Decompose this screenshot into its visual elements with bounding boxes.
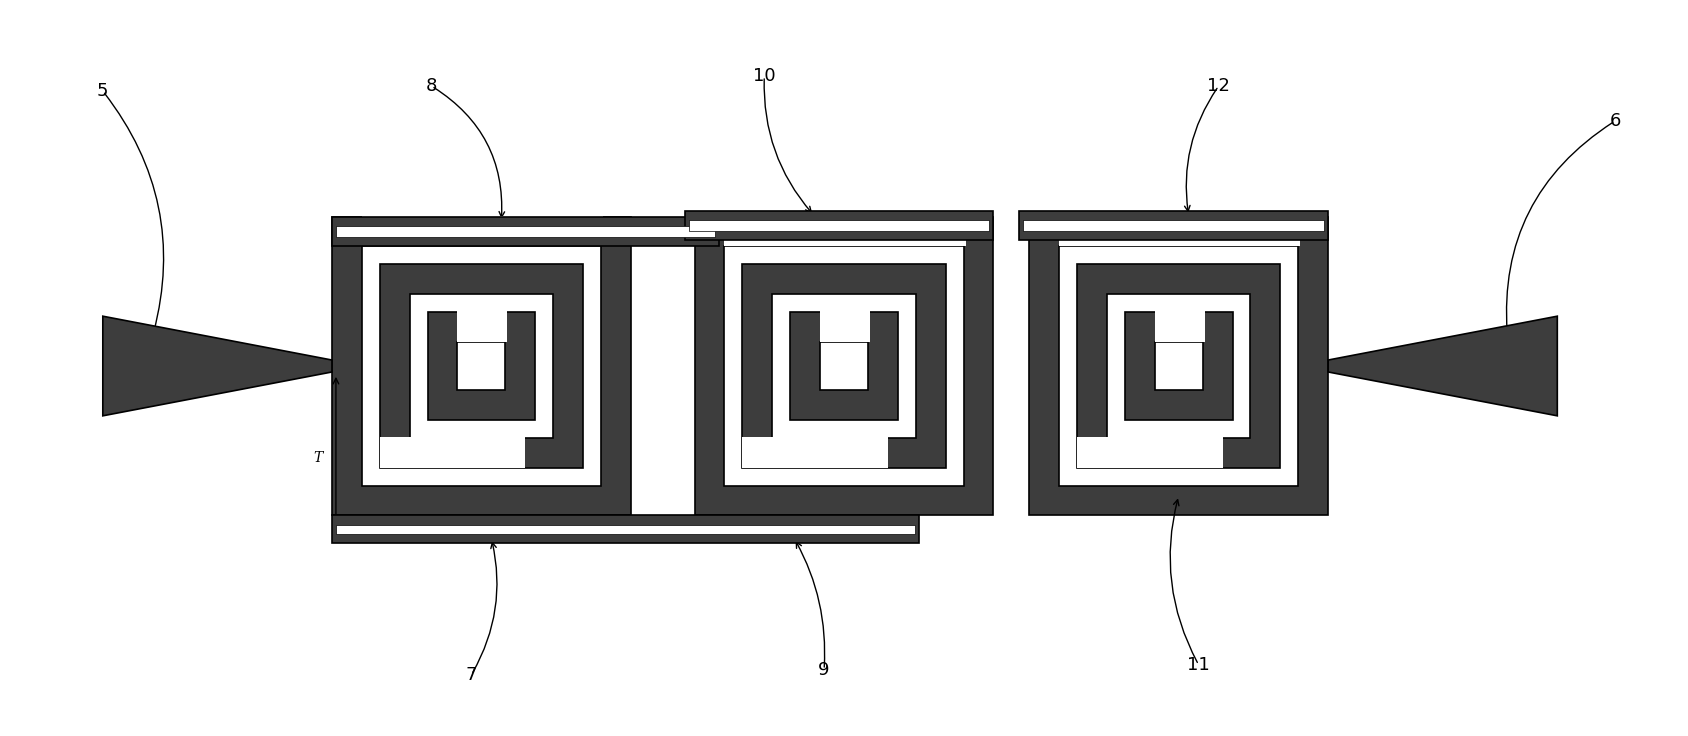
Bar bbox=[820, 311, 869, 342]
Bar bbox=[743, 264, 945, 467]
Bar bbox=[685, 210, 994, 241]
Text: 8: 8 bbox=[425, 77, 437, 95]
Bar bbox=[1058, 216, 1300, 247]
Bar bbox=[1023, 220, 1323, 231]
Bar bbox=[1077, 264, 1280, 467]
Bar bbox=[1077, 436, 1222, 467]
Text: 11: 11 bbox=[1187, 656, 1210, 674]
Polygon shape bbox=[1328, 316, 1558, 416]
Bar bbox=[380, 436, 525, 467]
Text: 7: 7 bbox=[466, 666, 478, 684]
Bar bbox=[1107, 294, 1251, 438]
Bar bbox=[380, 264, 582, 467]
Bar bbox=[773, 294, 915, 438]
Bar bbox=[333, 216, 631, 515]
Text: 5: 5 bbox=[96, 82, 108, 100]
Bar bbox=[1020, 210, 1328, 241]
Bar bbox=[427, 312, 535, 420]
Bar bbox=[1030, 216, 1328, 515]
Bar bbox=[361, 247, 601, 486]
Bar bbox=[743, 436, 888, 467]
Bar bbox=[1155, 311, 1205, 342]
Text: T: T bbox=[314, 451, 322, 465]
Polygon shape bbox=[103, 316, 333, 416]
Bar bbox=[457, 342, 505, 390]
Text: 12: 12 bbox=[1207, 77, 1231, 95]
Bar bbox=[1058, 247, 1298, 486]
Bar bbox=[1124, 312, 1232, 420]
Text: 10: 10 bbox=[753, 67, 775, 85]
Bar bbox=[410, 294, 554, 438]
Bar bbox=[457, 311, 508, 342]
Bar bbox=[333, 515, 918, 543]
Bar bbox=[790, 312, 898, 420]
Text: 6: 6 bbox=[1609, 112, 1620, 130]
Bar bbox=[361, 216, 603, 247]
Bar bbox=[336, 525, 915, 534]
Text: 9: 9 bbox=[819, 661, 830, 679]
Bar bbox=[689, 220, 989, 231]
Bar bbox=[1155, 342, 1202, 390]
Bar bbox=[724, 216, 966, 247]
Bar bbox=[724, 247, 964, 486]
Bar bbox=[336, 226, 716, 237]
Bar bbox=[820, 342, 868, 390]
Bar bbox=[694, 216, 994, 515]
Bar bbox=[333, 216, 719, 247]
